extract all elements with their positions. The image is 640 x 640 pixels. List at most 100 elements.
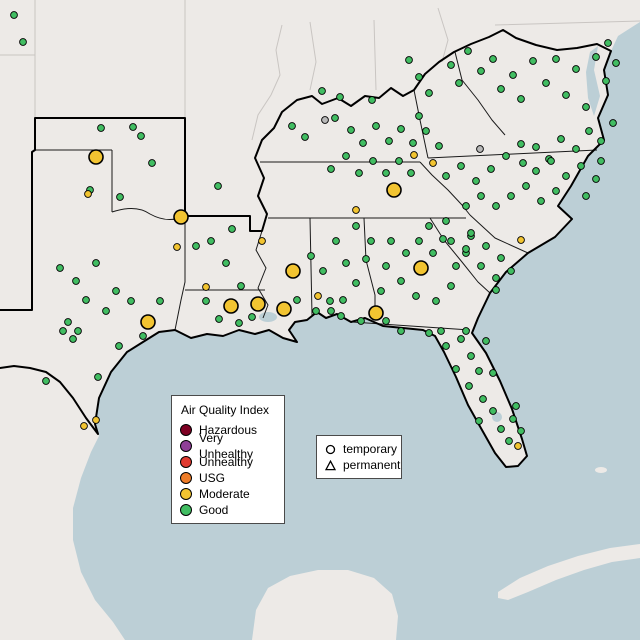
legend-item-good: Good (180, 502, 276, 518)
station-point (127, 297, 135, 305)
station-point (59, 327, 67, 335)
station-point (517, 95, 525, 103)
station-point (552, 55, 560, 63)
station-point (215, 315, 223, 323)
station-point (382, 262, 390, 270)
station-point (455, 79, 463, 87)
station-point (447, 282, 455, 290)
station-point (425, 222, 433, 230)
legend-item-very-unhealthy: Very Unhealthy (180, 431, 276, 461)
station-point (407, 169, 415, 177)
station-point (492, 202, 500, 210)
station-point (517, 427, 525, 435)
station-point (457, 162, 465, 170)
legend-item-unhealthy: Unhealthy (180, 454, 276, 470)
station-point (479, 395, 487, 403)
station-point (228, 225, 236, 233)
station-point (457, 335, 465, 343)
station-point (409, 139, 417, 147)
station-point (447, 61, 455, 69)
legend-item-label: Moderate (199, 487, 250, 501)
station-point (137, 132, 145, 140)
permanent-triangle-icon (325, 459, 336, 470)
station-point (250, 296, 266, 312)
station-point (285, 263, 301, 279)
station-point (497, 425, 505, 433)
station-point (552, 187, 560, 195)
station-point (214, 182, 222, 190)
station-point (462, 245, 470, 253)
station-point (602, 77, 610, 85)
station-point (368, 305, 384, 321)
station-point (582, 103, 590, 111)
station-point (336, 93, 344, 101)
station-point (572, 65, 580, 73)
station-point (422, 127, 430, 135)
station-point (514, 442, 522, 450)
station-point (452, 365, 460, 373)
station-point (537, 197, 545, 205)
station-point (489, 55, 497, 63)
station-point (604, 39, 612, 47)
station-point (547, 157, 555, 165)
station-point (314, 292, 322, 300)
station-point (405, 56, 413, 64)
aqi-legend-title: Air Quality Index (181, 403, 270, 417)
station-point (115, 342, 123, 350)
station-point (505, 437, 513, 445)
station-point (402, 249, 410, 257)
legend-item-label: Hazardous (199, 423, 258, 437)
station-point (432, 297, 440, 305)
station-point (582, 192, 590, 200)
station-point (369, 157, 377, 165)
station-point (577, 162, 585, 170)
symbol-item-label: temporary (343, 442, 398, 456)
station-point (487, 165, 495, 173)
station-point (482, 242, 490, 250)
station-point (377, 287, 385, 295)
chesapeake-bay (586, 46, 600, 116)
station-point (429, 159, 437, 167)
station-point (84, 190, 92, 198)
station-point (522, 182, 530, 190)
station-point (339, 296, 347, 304)
station-point (148, 159, 156, 167)
station-point (312, 307, 320, 315)
station-point (102, 307, 110, 315)
very-unhealthy-swatch-icon (180, 440, 192, 452)
station-point (415, 73, 423, 81)
yucatan-landmass (252, 570, 398, 640)
station-point (397, 277, 405, 285)
station-point (475, 417, 483, 425)
station-point (509, 71, 517, 79)
station-point (318, 87, 326, 95)
station-point (597, 137, 605, 145)
station-point (462, 327, 470, 335)
station-point (412, 292, 420, 300)
legend-item-label: Good (199, 503, 229, 517)
station-point (301, 133, 309, 141)
station-point (192, 242, 200, 250)
station-point (497, 254, 505, 262)
symbol-item-label: permanent (343, 458, 401, 472)
station-point (489, 369, 497, 377)
station-point (557, 135, 565, 143)
station-point (592, 53, 600, 61)
station-point (332, 237, 340, 245)
station-point (439, 235, 447, 243)
station-point (307, 252, 315, 260)
station-point (327, 165, 335, 173)
station-point (288, 122, 296, 130)
good-swatch-icon (180, 504, 192, 516)
station-point (129, 123, 137, 131)
station-point (475, 367, 483, 375)
aqi-legend: Air Quality Index Hazardous Very Unhealt… (171, 395, 285, 524)
cuba-island (498, 544, 640, 600)
station-point (337, 312, 345, 320)
station-point (462, 202, 470, 210)
station-point (156, 297, 164, 305)
symbol-legend: temporary permanent (316, 435, 402, 479)
station-point (80, 422, 88, 430)
unhealthy-swatch-icon (180, 456, 192, 468)
station-point (357, 317, 365, 325)
